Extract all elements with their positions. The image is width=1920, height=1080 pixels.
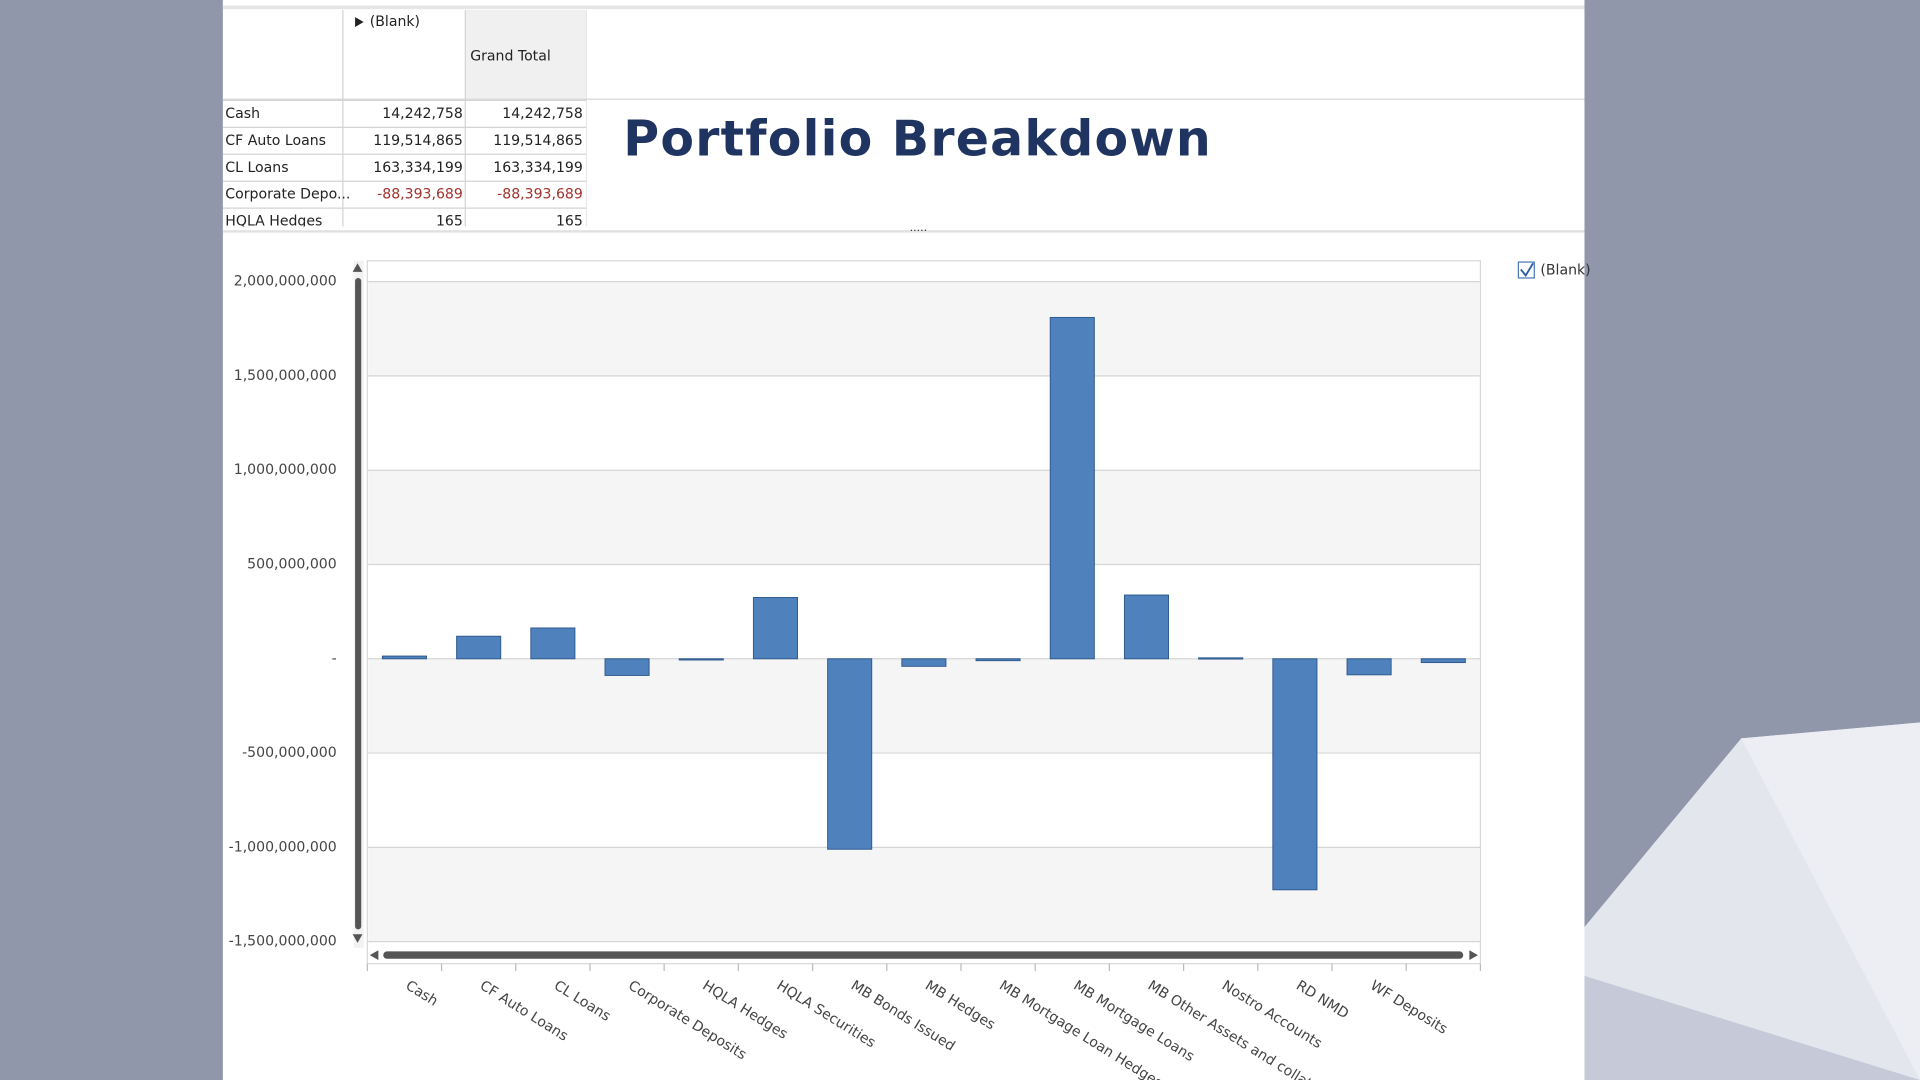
- y-tick-label: 2,000,000,000: [234, 274, 337, 290]
- legend-checkbox[interactable]: [1517, 261, 1535, 279]
- decoration: [1741, 722, 1920, 1080]
- row-label: CF Auto Loans: [225, 133, 326, 149]
- row-label: HQLA Hedges: [225, 214, 322, 230]
- expand-arrow[interactable]: [355, 17, 364, 27]
- v-scroll-thumb[interactable]: [355, 277, 362, 930]
- value-cell: 14,242,758: [382, 106, 463, 122]
- decoration: [1584, 975, 1920, 1080]
- value-cell: 119,514,865: [373, 133, 463, 149]
- splitter-grip: .....: [910, 221, 928, 234]
- pivot-table: (Blank) Grand Total Cash 14,242,758 14,242…: [222, 9, 587, 230]
- bar: [1346, 658, 1392, 676]
- value-cell: -88,393,689: [377, 187, 463, 203]
- value-cell: 165: [436, 214, 463, 230]
- h-scroll-thumb[interactable]: [383, 951, 1464, 959]
- row-label: Cash: [225, 106, 260, 122]
- bar: [456, 635, 502, 660]
- column-header: (Blank): [370, 14, 420, 30]
- y-tick-label: 1,000,000,000: [234, 462, 337, 478]
- legend-entry: (Blank): [1540, 263, 1590, 279]
- bar: [975, 658, 1021, 662]
- bar: [1198, 657, 1244, 660]
- page-title: Portfolio Breakdown: [623, 111, 1212, 168]
- row-label: Corporate Depo...: [225, 187, 350, 203]
- value-cell: 163,334,199: [373, 160, 463, 176]
- check: [1520, 262, 1534, 278]
- y-tick-label: -1,500,000,000: [229, 934, 337, 950]
- scroll-down[interactable]: [352, 934, 363, 943]
- bar: [530, 627, 576, 660]
- bar: [604, 658, 650, 676]
- y-tick-label: -: [332, 651, 337, 667]
- row-label: CL Loans: [225, 160, 288, 176]
- scroll-up[interactable]: [352, 263, 363, 272]
- y-tick-label: -500,000,000: [242, 745, 337, 761]
- scroll-right[interactable]: [1469, 950, 1478, 960]
- bar: [1272, 658, 1318, 891]
- bar: [901, 658, 947, 667]
- value-cell: -88,393,689: [497, 187, 583, 203]
- grid-band: [368, 470, 1480, 565]
- bar: [1123, 594, 1170, 660]
- total-header: Grand Total: [470, 48, 551, 64]
- y-tick-label: -1,000,000,000: [229, 839, 337, 855]
- bar: [678, 658, 724, 661]
- bar: [752, 597, 798, 660]
- scroll-left[interactable]: [369, 950, 379, 960]
- y-tick-label: 1,500,000,000: [234, 368, 337, 384]
- value-cell: 165: [556, 214, 583, 230]
- bar: [1420, 658, 1466, 664]
- grid-band: [368, 281, 1480, 376]
- y-tick-label: 500,000,000: [247, 556, 337, 572]
- value-cell: 14,242,758: [502, 106, 583, 122]
- header-cell: [465, 9, 587, 100]
- bar: [381, 655, 427, 660]
- value-cell: 119,514,865: [493, 133, 583, 149]
- bar: [1049, 316, 1095, 660]
- bar: [827, 658, 873, 850]
- value-cell: 163,334,199: [493, 160, 583, 176]
